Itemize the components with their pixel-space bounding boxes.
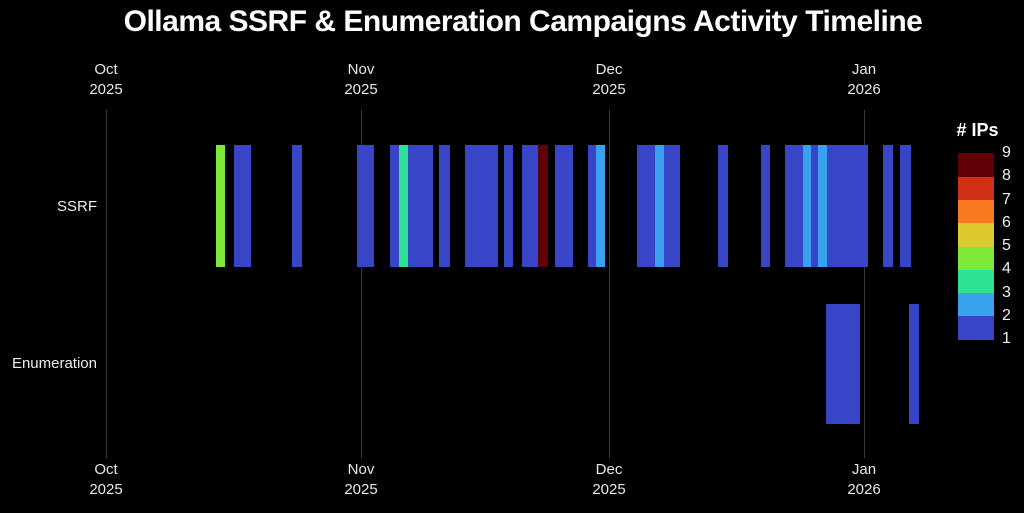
- x-axis-label-top: Dec 2025: [592, 61, 626, 98]
- legend-color-segment: [958, 153, 994, 177]
- legend-colorbar: [958, 153, 994, 340]
- row-label-enumeration: Enumeration: [11, 355, 97, 372]
- activity-bar: [900, 145, 911, 267]
- activity-bar: [883, 145, 893, 267]
- activity-bar: [555, 145, 573, 267]
- activity-bar: [718, 145, 728, 267]
- legend-tick-label: 2: [1002, 306, 1011, 324]
- activity-bar: [596, 145, 605, 267]
- activity-bar: [827, 145, 868, 267]
- legend-tick-label: 9: [1002, 144, 1011, 161]
- activity-bar: [465, 145, 498, 267]
- activity-bar: [637, 145, 655, 267]
- legend-color-segment: [958, 292, 994, 317]
- x-axis-label-top: Oct 2025: [89, 61, 123, 98]
- activity-bar: [761, 145, 770, 267]
- legend-color-segment: [958, 246, 994, 270]
- month-gridline: [106, 110, 107, 458]
- legend-title: # IPs: [956, 120, 999, 140]
- legend-tick-label: 6: [1002, 213, 1011, 231]
- x-axis-label-bottom: Oct 2025: [89, 461, 123, 498]
- activity-bar: [909, 304, 919, 424]
- month-gridline: [361, 110, 362, 458]
- activity-bar: [655, 145, 664, 267]
- activity-bar: [664, 145, 680, 267]
- legend-color-segment: [958, 222, 994, 247]
- activity-bar: [292, 145, 302, 267]
- activity-bar: [439, 145, 450, 267]
- x-axis-label-bottom: Nov 2025: [344, 461, 378, 498]
- legend-tick-label: 5: [1002, 237, 1011, 254]
- legend-tick-label: 1: [1002, 330, 1011, 347]
- activity-bar: [408, 145, 433, 267]
- month-gridline: [864, 110, 865, 458]
- x-axis-label-bottom: Jan 2026: [847, 461, 881, 498]
- activity-bar: [811, 145, 818, 267]
- row-label-ssrf: SSRF: [56, 198, 97, 215]
- activity-bar: [785, 145, 803, 267]
- activity-bar: [588, 145, 596, 267]
- activity-bar: [216, 145, 225, 267]
- legend-color-segment: [958, 176, 994, 200]
- activity-bar: [357, 145, 374, 267]
- activity-bar: [803, 145, 811, 267]
- legend-tick-label: 4: [1002, 260, 1011, 278]
- month-gridline: [609, 110, 610, 458]
- activity-bar: [826, 304, 860, 424]
- activity-bar: [399, 145, 408, 267]
- activity-bar: [538, 145, 548, 267]
- activity-bar: [818, 145, 827, 267]
- x-axis-label-top: Nov 2025: [344, 61, 378, 98]
- activity-bar: [504, 145, 513, 267]
- activity-bar: [522, 145, 538, 267]
- legend-color-segment: [958, 315, 994, 340]
- activity-bar: [390, 145, 399, 267]
- chart-title: Ollama SSRF & Enumeration Campaigns Acti…: [123, 5, 923, 38]
- legend-tick-label: 8: [1002, 167, 1011, 185]
- x-axis-label-top: Jan 2026: [847, 61, 881, 98]
- legend-color-segment: [958, 199, 994, 224]
- legend-tick-label: 7: [1002, 190, 1011, 208]
- activity-bar: [234, 145, 251, 267]
- x-axis-label-bottom: Dec 2025: [592, 461, 626, 498]
- legend-color-segment: [958, 269, 994, 293]
- legend-tick-label: 3: [1002, 283, 1011, 301]
